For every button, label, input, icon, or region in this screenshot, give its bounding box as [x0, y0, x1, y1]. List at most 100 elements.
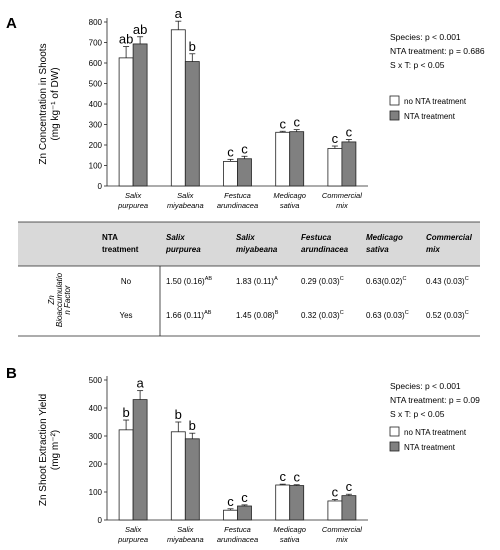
x-category-label: Salix miyabeana [167, 525, 204, 544]
y-tick-label: 400 [89, 404, 103, 413]
x-category-label: Salix purpurea [117, 525, 148, 544]
y-tick-label: 200 [89, 460, 103, 469]
table-header: Salix purpurea [165, 233, 201, 254]
table-treatment: Yes [119, 311, 132, 320]
y-tick-label: 800 [89, 18, 103, 27]
x-category-label: Salix purpurea [117, 191, 148, 210]
legend-entry: NTA treatment [404, 112, 456, 121]
significance-letter: c [227, 494, 234, 509]
significance-letter: b [175, 407, 182, 422]
bar-nta-3 [289, 485, 305, 521]
significance-letter: c [227, 144, 234, 159]
bar-no-nta-2 [223, 509, 238, 521]
stat-line: NTA treatment: p = 0.09 [390, 395, 480, 405]
significance-letter: c [346, 479, 353, 494]
significance-letter: a [136, 376, 144, 391]
panel-label-a: A [6, 15, 17, 32]
significance-letter: c [241, 141, 248, 156]
significance-letter: a [175, 6, 183, 21]
legend-swatch [389, 110, 400, 121]
table-cell: 1.83 (0.11)A [236, 276, 278, 286]
legend-swatch [389, 426, 400, 437]
table-cell: 0.52 (0.03)C [426, 310, 469, 320]
bar-no-nta-1 [170, 29, 186, 187]
table-cell: 1.45 (0.08)B [236, 310, 279, 320]
bar-nta-1 [184, 438, 200, 521]
bar-no-nta-4 [327, 500, 343, 521]
stat-line: Species: p < 0.001 [390, 381, 461, 391]
significance-letter: c [241, 490, 248, 505]
bar-nta-2 [237, 505, 252, 521]
y-axis-label: Zn Concentration in Shoots(mg kg⁻¹ of DW… [38, 43, 61, 164]
bar-no-nta-3 [275, 484, 291, 521]
legend-entry: no NTA treatment [404, 428, 467, 437]
table-cell: 0.29 (0.03)C [301, 276, 344, 286]
significance-letter: ab [119, 32, 133, 47]
legend-entry: no NTA treatment [404, 97, 467, 106]
table-header-bg [18, 222, 480, 266]
bar-no-nta-3 [275, 131, 291, 187]
stat-line: S x T: p < 0.05 [390, 409, 445, 419]
table-treatment: No [121, 277, 132, 286]
significance-letter: b [189, 418, 196, 433]
bar-nta-3 [289, 131, 305, 187]
x-category-label: Salix miyabeana [167, 191, 204, 210]
x-category-label: Festuca arundinacea [217, 191, 258, 210]
x-category-label: Medicago sativa [273, 525, 306, 544]
panel-label-b: B [6, 365, 17, 382]
bar-nta-4 [341, 141, 357, 187]
bar-nta-1 [184, 61, 200, 187]
x-category-label: Festuca arundinacea [217, 525, 258, 544]
significance-letter: c [279, 469, 286, 484]
bar-nta-0 [132, 399, 148, 521]
table-header: NTA treatment [102, 233, 139, 254]
bar-no-nta-2 [223, 160, 238, 187]
y-tick-label: 500 [89, 376, 103, 385]
table-cell: 1.66 (0.11)AB [166, 310, 212, 320]
y-axis-label: Zn Shoot Extraction Yield(mg m⁻²) [38, 394, 61, 506]
table-header: Salix miyabeana [236, 233, 278, 254]
bar-no-nta-0 [118, 429, 134, 521]
y-tick-label: 200 [89, 141, 103, 150]
y-tick-label: 0 [98, 182, 103, 191]
bar-no-nta-4 [327, 148, 343, 187]
y-tick-label: 600 [89, 59, 103, 68]
y-tick-label: 100 [89, 162, 103, 171]
legend-entry: NTA treatment [404, 443, 456, 452]
bar-no-nta-0 [118, 57, 134, 187]
significance-letter: c [346, 124, 353, 139]
y-tick-label: 100 [89, 488, 103, 497]
x-category-label: Commercial mix [322, 525, 362, 544]
bar-nta-2 [237, 158, 252, 187]
y-tick-label: 0 [98, 516, 103, 525]
bioaccumulation-table: NTA treatment Salix purpurea Salix miyabeana F… [18, 221, 480, 337]
significance-letter: ab [133, 22, 147, 37]
table-row-label: ZnBioaccumulation Factor [47, 272, 72, 327]
y-tick-label: 700 [89, 39, 103, 48]
y-tick-label: 500 [89, 80, 103, 89]
bar-nta-0 [132, 43, 148, 187]
significance-letter: b [122, 405, 129, 420]
legend-swatch [389, 441, 400, 452]
table-cell: 0.43 (0.03)C [426, 276, 469, 286]
y-tick-label: 300 [89, 432, 103, 441]
table-header: Medicago sativa [366, 233, 403, 254]
table-cell: 0.63(0.02)C [366, 276, 406, 286]
table-cell: 0.63 (0.03)C [366, 310, 409, 320]
table-cell: 0.32 (0.03)C [301, 310, 344, 320]
significance-letter: c [332, 485, 339, 500]
x-category-label: Commercial mix [322, 191, 362, 210]
legend-swatch [389, 95, 400, 106]
significance-letter: c [279, 116, 286, 131]
table-header: Commercial mix [426, 233, 473, 254]
stat-line: Species: p < 0.001 [390, 32, 461, 42]
x-category-label: Medicago sativa [273, 191, 306, 210]
significance-letter: c [293, 470, 300, 485]
chart-b: 0 100 200 300 400 500 Zn Shoot Extraction Yiel… [38, 376, 480, 544]
y-tick-label: 300 [89, 121, 103, 130]
bar-nta-4 [341, 495, 357, 521]
significance-letter: c [293, 115, 300, 130]
chart-a: 0 100 200 300 400 500 600 700 800 Zn Concentratio… [38, 6, 485, 210]
significance-letter: b [189, 39, 196, 54]
